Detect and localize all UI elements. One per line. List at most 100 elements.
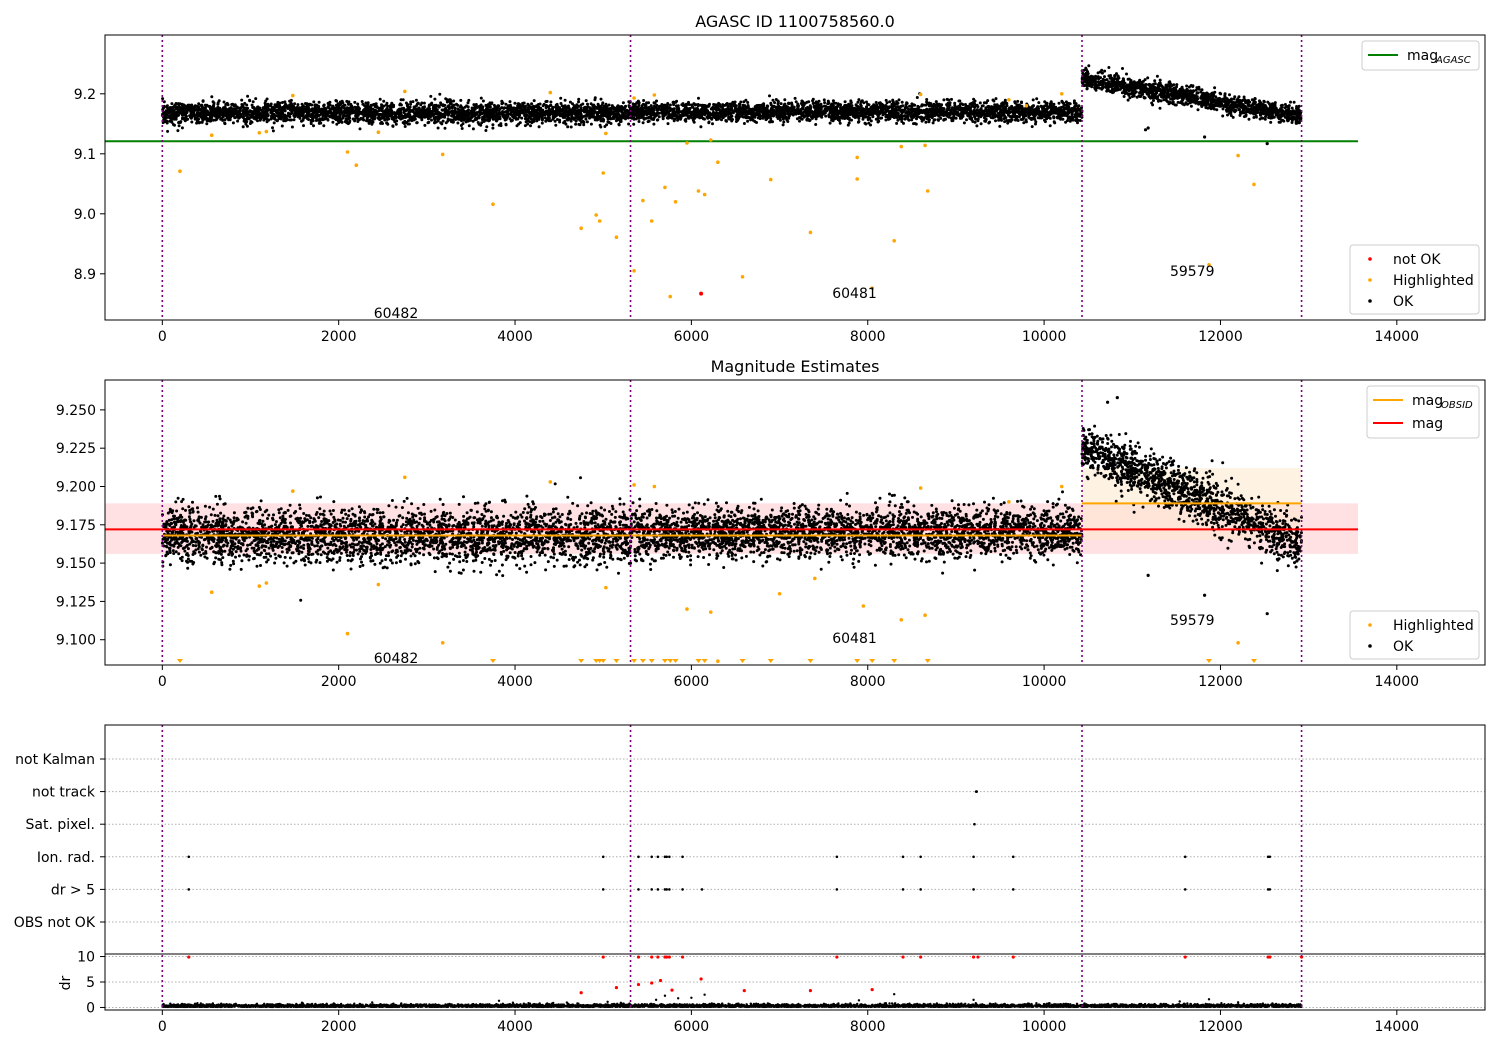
ok-point bbox=[567, 110, 571, 114]
ok-point bbox=[205, 116, 209, 120]
ok-point bbox=[545, 99, 549, 103]
ok-point bbox=[309, 120, 313, 124]
ok-point bbox=[888, 100, 892, 104]
ok-point bbox=[436, 126, 440, 130]
ok-point bbox=[1035, 97, 1039, 101]
ok-point bbox=[253, 110, 257, 114]
ok-point bbox=[900, 120, 904, 123]
ok-point bbox=[342, 111, 346, 114]
ok-point bbox=[633, 103, 637, 106]
ok-point bbox=[597, 117, 601, 120]
ok-point bbox=[1052, 120, 1056, 124]
ok-point bbox=[217, 99, 221, 103]
ok-point bbox=[176, 129, 180, 133]
ok-point bbox=[282, 116, 286, 120]
ok-point bbox=[975, 111, 979, 115]
ok-point bbox=[356, 120, 360, 123]
ok-point bbox=[522, 101, 526, 105]
ok-point bbox=[356, 102, 360, 106]
ok-point bbox=[310, 103, 314, 107]
ok-point bbox=[998, 124, 1002, 128]
ok-point bbox=[738, 103, 742, 107]
ok-point bbox=[853, 116, 857, 119]
ok-point bbox=[378, 113, 382, 117]
ok-point bbox=[223, 121, 227, 125]
ok-point bbox=[430, 118, 433, 122]
ok-point bbox=[999, 117, 1003, 120]
ok-point bbox=[711, 122, 714, 126]
ok-point bbox=[465, 113, 469, 117]
ok-point bbox=[242, 114, 246, 118]
ok-point bbox=[528, 120, 532, 124]
ok-point bbox=[211, 107, 215, 111]
ok-point bbox=[169, 117, 173, 121]
ok-point bbox=[216, 102, 220, 106]
ok-point bbox=[429, 102, 433, 106]
ok-point bbox=[274, 108, 278, 112]
ok-point bbox=[602, 106, 606, 110]
ok-point bbox=[433, 108, 437, 112]
ok-point bbox=[621, 101, 625, 105]
ok-point bbox=[209, 119, 213, 123]
ok-point bbox=[326, 114, 330, 117]
ok-point bbox=[264, 99, 268, 103]
ok-point bbox=[211, 118, 215, 122]
ok-point bbox=[174, 115, 178, 119]
ok-point bbox=[238, 109, 242, 113]
ok-point bbox=[884, 118, 888, 122]
ok-point bbox=[311, 108, 315, 112]
ok-point bbox=[886, 116, 890, 120]
ok-point bbox=[301, 106, 305, 110]
ok-point bbox=[244, 110, 248, 114]
ok-point bbox=[539, 112, 543, 116]
ok-point bbox=[272, 121, 276, 125]
ok-point bbox=[795, 117, 799, 121]
ok-point bbox=[214, 113, 218, 117]
ok-point bbox=[392, 105, 395, 109]
ok-point bbox=[195, 116, 199, 120]
ok-point bbox=[510, 118, 514, 122]
ok-point bbox=[516, 111, 520, 115]
ok-point bbox=[232, 109, 236, 113]
ok-point bbox=[1006, 121, 1010, 125]
ok-point bbox=[214, 110, 218, 114]
ok-point bbox=[257, 114, 261, 118]
ok-point bbox=[271, 126, 274, 130]
ok-point bbox=[647, 119, 651, 123]
ok-point bbox=[549, 100, 553, 104]
ok-point bbox=[964, 103, 967, 106]
ok-point bbox=[336, 110, 340, 114]
ok-point bbox=[385, 101, 389, 105]
ok-point bbox=[415, 102, 419, 106]
ok-point bbox=[599, 106, 603, 110]
ok-point bbox=[593, 110, 597, 114]
ok-point bbox=[869, 119, 873, 123]
ok-point bbox=[400, 107, 404, 111]
ok-point bbox=[950, 97, 953, 101]
ok-point bbox=[236, 113, 240, 117]
ok-point bbox=[742, 100, 746, 104]
ok-point bbox=[183, 117, 187, 120]
ok-point bbox=[900, 100, 904, 104]
ok-point bbox=[192, 105, 196, 109]
ok-point bbox=[713, 103, 717, 107]
ok-point bbox=[243, 106, 247, 110]
ok-point bbox=[399, 117, 403, 121]
ok-point bbox=[310, 116, 314, 119]
ok-point bbox=[607, 103, 611, 107]
ok-point bbox=[198, 113, 202, 117]
ok-point bbox=[306, 105, 310, 109]
ok-point bbox=[178, 121, 182, 124]
ok-point bbox=[451, 119, 455, 123]
ok-point bbox=[313, 110, 317, 114]
ok-point bbox=[201, 99, 205, 103]
ok-point bbox=[301, 112, 305, 116]
ok-point bbox=[505, 113, 509, 117]
ok-point bbox=[399, 103, 403, 107]
ok-point bbox=[994, 119, 997, 123]
ok-point bbox=[993, 103, 997, 107]
ok-point bbox=[596, 102, 600, 106]
ok-point bbox=[421, 112, 425, 116]
ok-point bbox=[300, 102, 304, 106]
ok-point bbox=[838, 121, 842, 125]
